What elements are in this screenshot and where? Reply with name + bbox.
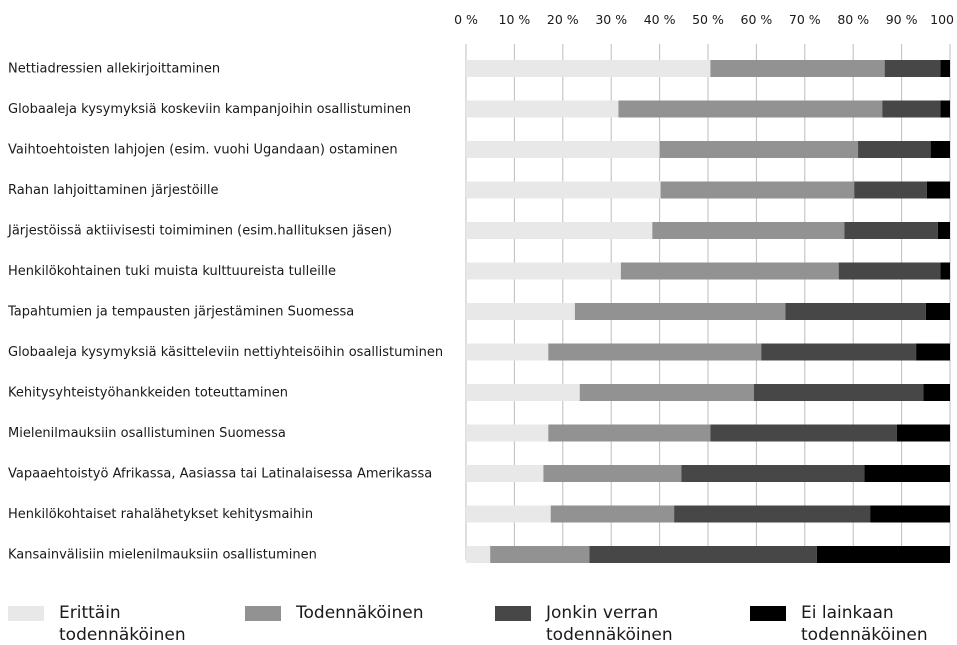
bar-segment: [466, 100, 619, 118]
legend-label: Jonkin verran todennäköinen: [545, 603, 673, 645]
x-tick-label: 70 %: [789, 12, 821, 27]
bar-segment: [916, 343, 950, 361]
bar-segment: [926, 181, 950, 199]
bar-segment: [710, 424, 897, 442]
bar-segment: [466, 303, 575, 320]
legend-swatch: [245, 606, 281, 621]
bar-segment: [466, 465, 544, 482]
bar-segment: [761, 343, 917, 361]
bar-segment: [753, 384, 924, 401]
bar-segment: [844, 222, 938, 239]
x-tick-label: 50 %: [692, 12, 724, 27]
category-label: Globaaleja kysymyksiä koskeviin kampanjo…: [8, 102, 411, 117]
bar-segment: [466, 424, 549, 442]
bar-segment: [896, 424, 950, 442]
bar-segment: [579, 384, 754, 401]
x-axis-tick-labels: 0 % 10 % 20 % 30 % 40 % 50 % 60 % 70 % 80 % 90 % 1…: [454, 12, 957, 27]
bar-segment: [543, 465, 682, 482]
bar-segment: [589, 546, 817, 563]
bar-segment: [466, 262, 621, 280]
bar-segment: [940, 60, 950, 77]
bar-segment: [618, 100, 883, 118]
bar-segment: [870, 505, 950, 523]
bar-segment: [674, 505, 871, 523]
category-label: Kansainvälisiin mielenilmauksiin osallis…: [8, 548, 317, 563]
bar-segment: [548, 343, 762, 361]
category-label: Globaaleja kysymyksiä käsitteleviin nett…: [8, 345, 443, 360]
x-tick-label: 100 %: [930, 12, 957, 27]
bar-segment: [940, 100, 950, 118]
bar-segment: [466, 505, 551, 523]
bar-segment: [838, 262, 941, 280]
bar-segment: [864, 465, 950, 482]
bar-segment: [466, 181, 661, 199]
gridlines: [465, 44, 951, 560]
category-labels: Nettiadressien allekirjoittaminen Globaal…: [7, 62, 443, 563]
bar-segment: [490, 546, 590, 563]
bar-segment: [466, 343, 549, 361]
category-label: Mielenilmauksiin osallistuminen Suomessa: [8, 426, 286, 441]
bar-segment: [620, 262, 839, 280]
x-tick-label: 40 %: [644, 12, 676, 27]
category-label: Vaihtoehtoisten lahjojen (esim. vuohi Ug…: [8, 143, 398, 158]
bar-segment: [884, 60, 941, 77]
bar-segment: [937, 222, 950, 239]
category-label: Järjestöissä aktiivisesti toimiminen (es…: [7, 224, 392, 239]
bar-segment: [940, 262, 950, 280]
bar-segment: [550, 505, 675, 523]
x-tick-label: 0 %: [454, 12, 478, 27]
category-label: Rahan lahjoittaminen järjestöille: [8, 183, 219, 198]
x-tick-label: 10 %: [499, 12, 531, 27]
bar-segment: [659, 141, 859, 158]
legend-label: Erittäin todennäköinen: [59, 603, 186, 645]
bar-segment: [574, 303, 786, 320]
bar-segment: [710, 60, 885, 77]
category-label: Nettiadressien allekirjoittaminen: [8, 62, 220, 77]
legend-swatch: [750, 606, 786, 621]
bar-segment: [681, 465, 865, 482]
bar-segment: [466, 60, 711, 77]
category-label: Henkilökohtaiset rahalähetykset kehitysm…: [8, 507, 313, 522]
bar-segment: [660, 181, 855, 199]
legend-swatch: [495, 606, 531, 621]
legend-label: Todennäköinen: [295, 603, 423, 623]
bar-segment: [882, 100, 941, 118]
bar-segment: [466, 384, 580, 401]
category-label: Vapaaehtoistyö Afrikassa, Aasiassa tai L…: [8, 467, 432, 482]
bar-segment: [858, 141, 931, 158]
bar-segment: [925, 303, 950, 320]
x-tick-label: 30 %: [595, 12, 627, 27]
bar-segment: [816, 546, 950, 563]
x-tick-label: 60 %: [741, 12, 773, 27]
category-label: Kehitysyhteistyöhankkeiden toteuttaminen: [8, 386, 288, 401]
category-label: Henkilökohtainen tuki muista kulttuureis…: [8, 264, 336, 279]
bar-segment: [548, 424, 711, 442]
bar-segment: [854, 181, 927, 199]
legend-swatch: [8, 606, 44, 621]
bar-segment: [923, 384, 950, 401]
legend-label: Ei lainkaan todennäköinen: [801, 603, 928, 645]
legend: Erittäin todennäköinen Todennäköinen Jonkin…: [8, 603, 928, 645]
bar-segment: [785, 303, 926, 320]
bar-segment: [930, 141, 950, 158]
bar-segment: [652, 222, 845, 239]
x-tick-label: 90 %: [886, 12, 918, 27]
bars: [466, 60, 950, 563]
x-tick-label: 20 %: [547, 12, 579, 27]
bar-segment: [466, 141, 660, 158]
bar-segment: [466, 222, 653, 239]
category-label: Tapahtumien ja tempausten järjestäminen …: [7, 305, 354, 320]
bar-segment: [466, 546, 491, 563]
x-tick-label: 80 %: [837, 12, 869, 27]
